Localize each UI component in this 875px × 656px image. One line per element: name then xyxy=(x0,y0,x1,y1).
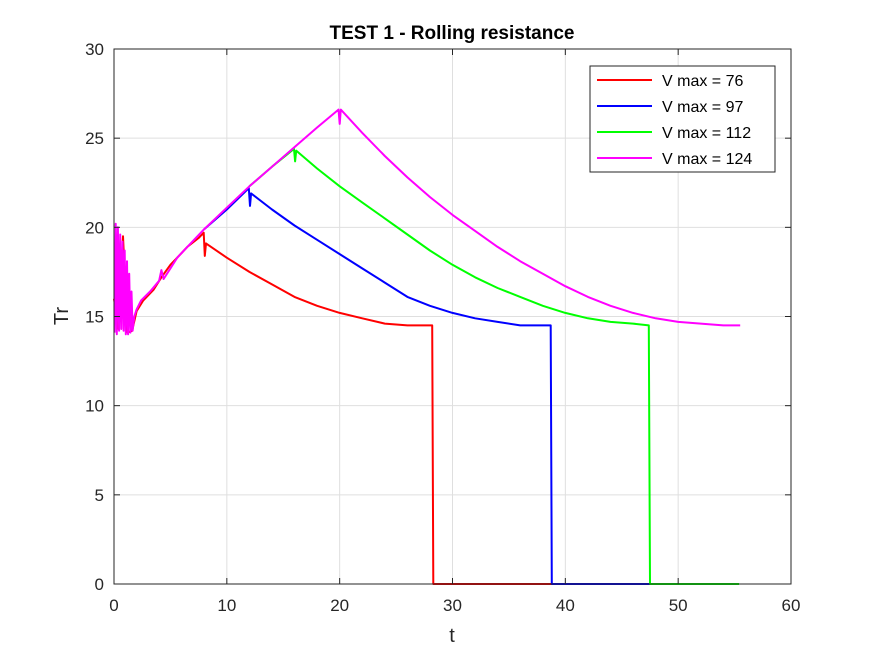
x-tick-label: 10 xyxy=(217,596,236,615)
y-tick-label: 0 xyxy=(95,575,104,594)
x-tick-label: 20 xyxy=(330,596,349,615)
x-tick-label: 0 xyxy=(109,596,118,615)
series-line-3 xyxy=(248,147,740,585)
series-line-2 xyxy=(203,187,650,585)
legend-box xyxy=(589,65,776,173)
x-tick-label: 60 xyxy=(782,596,801,615)
x-tick-label: 50 xyxy=(669,596,688,615)
y-tick-label: 30 xyxy=(85,40,104,59)
y-tick-label: 5 xyxy=(95,486,104,505)
legend-items: V max = 76 V max = 97 V max = 112 V max = 1… xyxy=(597,73,752,168)
x-axis-title: t xyxy=(449,625,455,647)
y-tick-label: 20 xyxy=(85,218,104,237)
series-line-4 xyxy=(113,108,741,336)
x-tick-label: 40 xyxy=(556,596,575,615)
series-lines xyxy=(113,108,741,585)
legend-label-2: V max = 97 xyxy=(662,99,743,116)
legend: V max = 76 V max = 97 V max = 112 V max = 1… xyxy=(589,65,776,173)
legend-label-1: V max = 76 xyxy=(662,73,743,90)
y-tick-label: 25 xyxy=(85,129,104,148)
y-axis-title: Tr xyxy=(51,307,73,325)
chart-title: TEST 1 - Rolling resistance xyxy=(330,23,575,44)
y-tick-label: 10 xyxy=(85,397,104,416)
y-tick-label: 15 xyxy=(85,308,104,327)
legend-label-3: V max = 112 xyxy=(662,125,751,142)
legend-label-4: V max = 124 xyxy=(662,151,752,168)
axis-ticks: 0 10 20 30 40 50 60 0 5 10 15 20 25 30 xyxy=(85,40,800,615)
x-tick-label: 30 xyxy=(443,596,462,615)
